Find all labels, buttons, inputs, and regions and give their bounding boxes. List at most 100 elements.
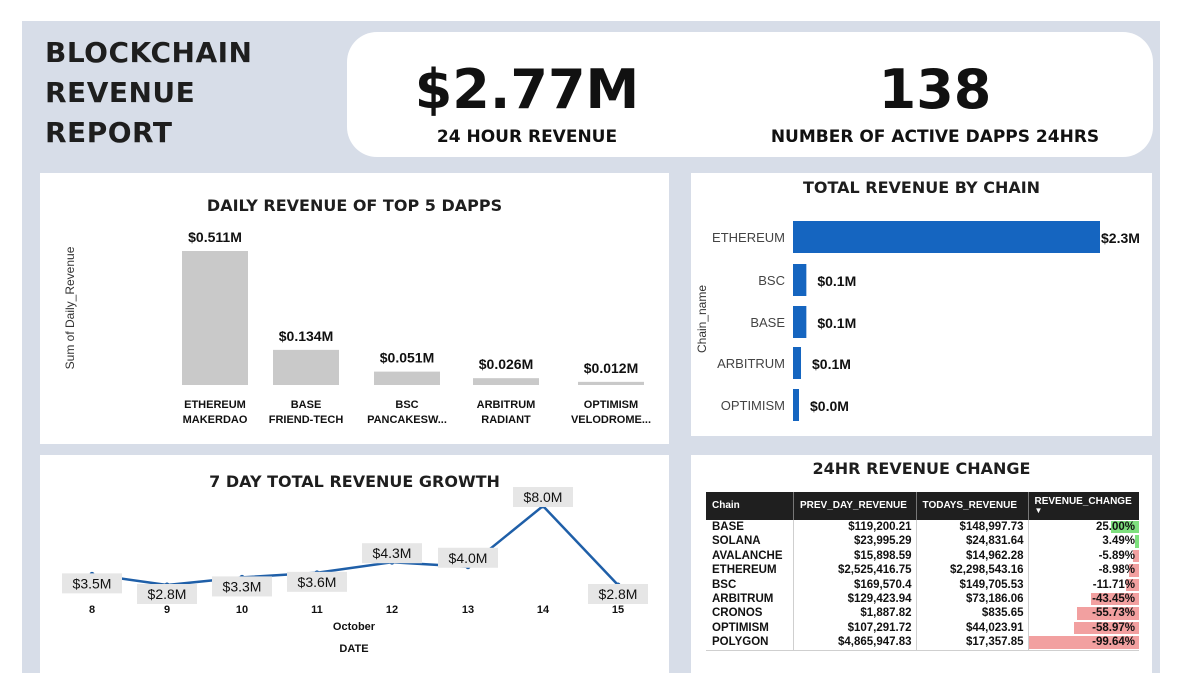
table-row[interactable]: POLYGON $4,865,947.83 $17,357.85 -99.64% [706, 635, 1139, 651]
top-dapps-panel: DAILY REVENUE OF TOP 5 DAPPS Sum of Dail… [40, 173, 669, 444]
column-header-revenue-change[interactable]: REVENUE_CHANGE ▼ [1027, 492, 1139, 520]
table-row[interactable]: ETHEREUM $2,525,416.75 $2,298,543.16 -8.98% [706, 563, 1139, 578]
cell-revenue-change: -5.89% [1027, 548, 1139, 564]
revenue-line-series[interactable] [91, 504, 619, 587]
cell-chain: CRONOS [712, 607, 763, 620]
x-tick-label: FRIEND-TECH [269, 414, 344, 426]
point-data-label: $3.6M [298, 574, 337, 590]
x-tick-label: MAKERDAO [183, 414, 248, 426]
x-tick-label: 13 [462, 604, 474, 616]
chain-revenue-y-axis-label: Chain_name [695, 285, 709, 353]
cell-chain: ARBITRUM [712, 593, 774, 606]
top-dapps-title: DAILY REVENUE OF TOP 5 DAPPS [206, 196, 503, 215]
x-tick-label: 15 [612, 604, 624, 616]
change-value: -5.89% [1098, 549, 1135, 562]
bar[interactable] [793, 389, 799, 421]
column-header-prev-revenue[interactable]: PREV_DAY_REVENUE [792, 492, 917, 520]
change-data-bar [1111, 521, 1139, 534]
change-data-bar [1077, 607, 1139, 620]
x-tick-label: RADIANT [481, 414, 531, 426]
bar[interactable] [473, 378, 539, 385]
change-value: -99.64% [1092, 636, 1135, 649]
change-value: 25.00% [1095, 521, 1135, 533]
point-data-label: $3.5M [73, 575, 112, 591]
cell-prev-revenue: $2,525,416.75 [792, 563, 917, 578]
cell-revenue-change: -11.71% [1027, 577, 1139, 593]
bar-data-label: $2.3M [1101, 230, 1140, 246]
change-value: -8.98% [1098, 564, 1135, 577]
x-tick-label: BSC [395, 399, 418, 411]
report-title-line: BLOCKCHAIN [45, 36, 253, 69]
x-tick-label: 12 [386, 604, 398, 616]
cell-todays-revenue: $24,831.64 [915, 534, 1028, 549]
cell-revenue-change: 25.00% [1027, 520, 1139, 535]
cell-todays-revenue: $2,298,543.16 [915, 563, 1028, 578]
change-value: -55.73% [1092, 607, 1135, 620]
column-header-revenue-change-label: REVENUE_CHANGE [1034, 496, 1132, 507]
revenue-growth-x-axis-label: DATE [339, 643, 368, 655]
bar[interactable] [182, 251, 248, 385]
cell-prev-revenue: $129,423.94 [792, 592, 917, 607]
table-row[interactable]: SOLANA $23,995.29 $24,831.64 3.49% [706, 534, 1139, 549]
y-tick-label: BSC [758, 273, 785, 288]
cell-revenue-change: -8.98% [1027, 563, 1139, 578]
table-row[interactable]: ARBITRUM $129,423.94 $73,186.06 -43.45% [706, 592, 1139, 607]
change-data-bar [1028, 636, 1139, 649]
bar-data-label: $0.012M [584, 360, 638, 376]
x-tick-label: 8 [89, 604, 95, 616]
cell-todays-revenue: $17,357.85 [915, 635, 1028, 651]
bar[interactable] [374, 371, 440, 385]
data-label-background [212, 576, 272, 597]
x-tick-label: 14 [537, 604, 550, 616]
cell-todays-revenue: $148,997.73 [915, 520, 1028, 535]
x-tick-label: VELODROME... [571, 414, 651, 426]
cell-chain: ETHEREUM [712, 564, 777, 577]
revenue-change-title: 24HR REVENUE CHANGE [812, 459, 1031, 478]
change-data-bar [1073, 621, 1139, 635]
chain-revenue-panel: TOTAL REVENUE BY CHAIN Chain_name ETHERE… [691, 173, 1152, 436]
table-row[interactable]: AVALANCHE $15,898.59 $14,962.28 -5.89% [706, 548, 1139, 564]
cell-prev-revenue: $23,995.29 [792, 534, 917, 549]
top-dapps-y-axis-label: Sum of Daily_Revenue [63, 246, 77, 369]
column-header-todays-revenue[interactable]: TODAYS_REVENUE [915, 492, 1028, 520]
point-data-label: $4.0M [449, 550, 488, 566]
x-tick-label: PANCAKESW... [367, 414, 447, 426]
bar-data-label: $0.1M [812, 356, 851, 372]
cell-prev-revenue: $107,291.72 [792, 620, 917, 636]
column-header-chain[interactable]: Chain [706, 492, 794, 520]
bar[interactable] [578, 381, 644, 385]
table-header-row: Chain PREV_DAY_REVENUE TODAYS_REVENUE RE… [706, 492, 1139, 520]
kpi-active-dapps[interactable]: 138 NUMBER OF ACTIVE DAPPS 24HRS [765, 60, 1105, 148]
bar[interactable] [793, 306, 807, 338]
data-label-background [513, 487, 573, 507]
cell-prev-revenue: $1,887.82 [792, 606, 917, 621]
bar-data-label: $0.1M [817, 315, 856, 331]
cell-prev-revenue: $4,865,947.83 [792, 635, 917, 651]
bar-data-label: $0.1M [817, 273, 856, 289]
point-data-label: $3.3M [223, 578, 262, 594]
bar[interactable] [793, 347, 802, 379]
y-tick-label: ETHEREUM [712, 230, 785, 245]
kpi-active-dapps-value: 138 [878, 58, 992, 121]
change-data-bar [1091, 593, 1139, 606]
report-title: BLOCKCHAIN REVENUE REPORT [45, 33, 252, 153]
bar-data-label: $0.0M [810, 398, 849, 414]
kpi-24h-revenue[interactable]: $2.77M 24 HOUR REVENUE [407, 60, 647, 148]
data-label-background [137, 584, 197, 604]
revenue-growth-title: 7 DAY TOTAL REVENUE GROWTH [209, 472, 500, 491]
bar[interactable] [273, 349, 339, 385]
table-row[interactable]: CRONOS $1,887.82 $835.65 -55.73% [706, 606, 1139, 621]
x-tick-label: 9 [164, 604, 170, 616]
table-row[interactable]: BSC $169,570.4 $149,705.53 -11.71% [706, 577, 1139, 593]
change-data-bar [1126, 578, 1139, 592]
kpi-24h-revenue-label: 24 HOUR REVENUE [436, 127, 618, 147]
table-row[interactable]: BASE $119,200.21 $148,997.73 25.00% [706, 520, 1139, 535]
bar-data-label: $0.134M [279, 328, 333, 344]
table-row[interactable]: OPTIMISM $107,291.72 $44,023.91 -58.97% [706, 620, 1139, 636]
bar[interactable] [793, 221, 1100, 253]
data-label-background [287, 571, 347, 592]
cell-prev-revenue: $169,570.4 [792, 577, 917, 593]
bar[interactable] [793, 264, 807, 296]
bar-data-label: $0.051M [380, 350, 434, 366]
revenue-change-panel: 24HR REVENUE CHANGE Chain PREV_DAY_REVEN… [691, 455, 1152, 673]
